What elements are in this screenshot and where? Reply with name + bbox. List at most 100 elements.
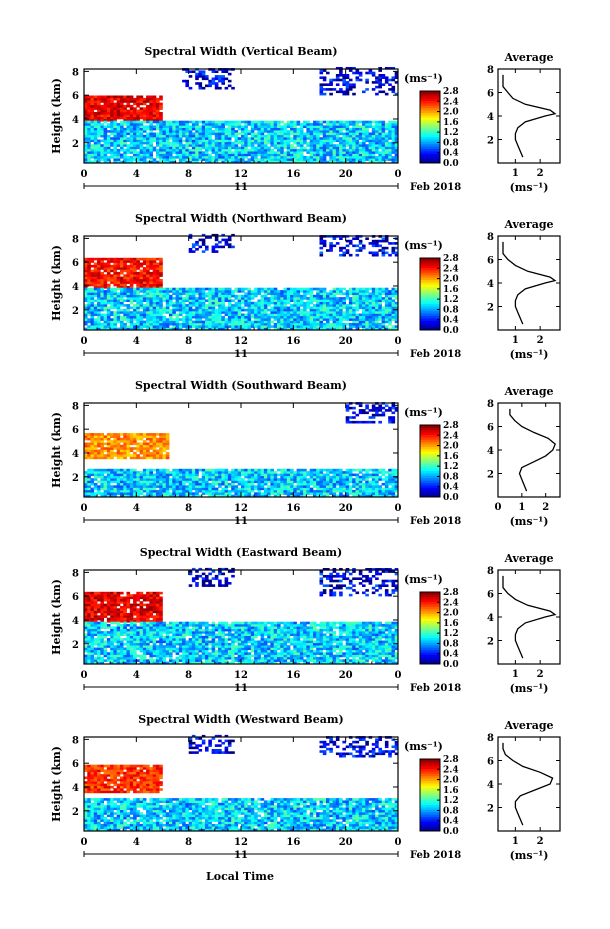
- heatmap-cell: [126, 287, 131, 291]
- heatmap-cell: [375, 304, 379, 307]
- heatmap-cell: [136, 127, 140, 131]
- heatmap-cell: [214, 158, 219, 161]
- heatmap-cell: [185, 304, 189, 307]
- heatmap-cell: [378, 85, 382, 89]
- heatmap-cell: [293, 141, 297, 145]
- heatmap-cell: [267, 325, 271, 328]
- heatmap-cell: [352, 315, 356, 319]
- heatmap-cell: [182, 494, 186, 498]
- heatmap-cell: [326, 318, 330, 321]
- heatmap-cell: [329, 153, 333, 157]
- heatmap-cell: [84, 471, 88, 474]
- heatmap-cell: [221, 141, 225, 145]
- heatmap-cell: [290, 144, 294, 147]
- heatmap-cell: [319, 315, 324, 319]
- heatmap-cell: [201, 327, 206, 331]
- heatmap-cell: [113, 276, 117, 280]
- heatmap-cell: [322, 299, 327, 302]
- heatmap-cell: [84, 485, 88, 488]
- heatmap-cell: [93, 292, 98, 295]
- heatmap-cell: [156, 475, 160, 479]
- heatmap-cell: [283, 158, 288, 161]
- heatmap-cell: [149, 313, 153, 317]
- heatmap-cell: [250, 320, 255, 324]
- heatmap-cell: [270, 144, 274, 147]
- heatmap-cell: [247, 299, 252, 302]
- heatmap-cell: [205, 468, 209, 472]
- heatmap-cell: [267, 127, 271, 131]
- heatmap-cell: [316, 123, 320, 126]
- heatmap-cell: [234, 160, 239, 164]
- heatmap-cell: [120, 134, 124, 138]
- heatmap-cell: [159, 144, 163, 147]
- heatmap-cell: [93, 468, 98, 472]
- heatmap-cell: [106, 327, 111, 331]
- heatmap-cell: [139, 120, 144, 124]
- heatmap-cell: [106, 435, 111, 438]
- heatmap-cell: [133, 327, 137, 331]
- heatmap-cell: [175, 473, 180, 477]
- heatmap-cell: [116, 112, 121, 115]
- heatmap-cell: [332, 306, 337, 310]
- heatmap-cell: [208, 311, 212, 314]
- heatmap-cell: [388, 158, 392, 161]
- heatmap-cell: [342, 137, 346, 140]
- heatmap-cell: [146, 134, 150, 138]
- heatmap-cell: [136, 456, 140, 460]
- heatmap-cell: [100, 95, 104, 99]
- profile-x-tick-label: 1: [512, 168, 519, 179]
- heatmap-cell: [106, 264, 111, 268]
- heatmap-cell: [120, 148, 124, 152]
- heatmap-cell: [335, 318, 340, 321]
- heatmap-cell: [345, 239, 350, 243]
- heatmap-cell: [90, 119, 95, 122]
- heatmap-cell: [270, 301, 274, 305]
- heatmap-cell: [110, 116, 114, 120]
- heatmap-cell: [90, 97, 95, 101]
- heatmap-cell: [254, 308, 258, 312]
- heatmap-cell: [156, 153, 160, 157]
- heatmap-cell: [110, 260, 114, 263]
- heatmap-cell: [234, 141, 239, 145]
- heatmap-cell: [205, 144, 209, 147]
- heatmap-cell: [335, 297, 340, 300]
- heatmap-cell: [169, 315, 173, 319]
- heatmap-cell: [260, 313, 265, 317]
- heatmap-cell: [332, 125, 337, 128]
- heatmap-cell: [326, 320, 330, 324]
- heatmap-cell: [133, 132, 137, 136]
- heatmap-cell: [375, 132, 379, 136]
- heatmap-cell: [394, 313, 399, 317]
- heatmap-cell: [345, 88, 350, 91]
- heatmap-cell: [113, 95, 117, 99]
- heatmap-cell: [133, 134, 137, 138]
- heatmap-cell: [316, 318, 320, 321]
- heatmap-cell: [254, 125, 258, 128]
- heatmap-cell: [244, 320, 248, 324]
- heatmap-cell: [352, 148, 356, 152]
- heatmap-cell: [381, 249, 386, 252]
- heatmap-cell: [116, 279, 121, 282]
- heatmap-cell: [185, 134, 189, 138]
- heatmap-cell: [133, 306, 137, 310]
- heatmap-cell: [368, 158, 373, 161]
- heatmap-cell: [368, 297, 373, 300]
- heatmap-cell: [191, 134, 196, 138]
- heatmap-cell: [283, 292, 288, 295]
- heatmap-cell: [159, 269, 163, 273]
- heatmap-cell: [90, 109, 95, 113]
- heatmap-cell: [345, 132, 350, 136]
- heatmap-cell: [146, 327, 150, 331]
- heatmap-cell: [136, 125, 140, 128]
- heatmap-cell: [149, 132, 153, 136]
- heatmap-cell: [214, 137, 219, 140]
- heatmap-cell: [110, 139, 114, 143]
- heatmap-cell: [120, 471, 124, 474]
- heatmap-cell: [123, 100, 127, 103]
- heatmap-cell: [257, 148, 261, 152]
- heatmap-cell: [322, 153, 327, 157]
- heatmap-cell: [93, 482, 98, 486]
- heatmap-cell: [182, 475, 186, 479]
- heatmap-cell: [254, 123, 258, 126]
- heatmap-cell: [221, 233, 225, 237]
